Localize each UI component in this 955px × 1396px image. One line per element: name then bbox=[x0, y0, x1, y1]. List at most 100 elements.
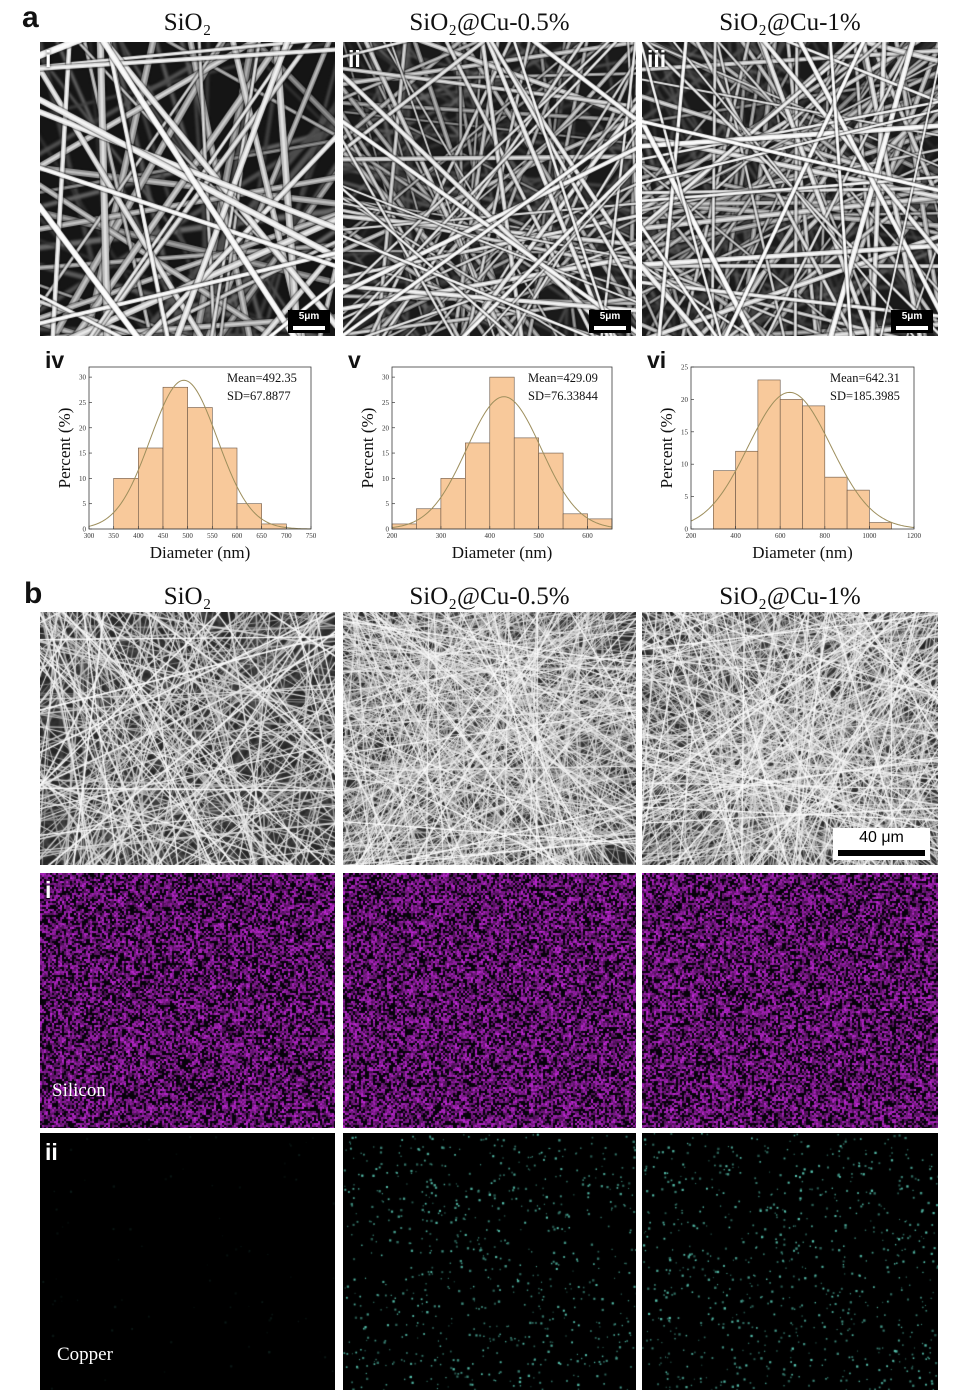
sem-image-sio2: i 5μm bbox=[40, 42, 335, 336]
histogram-bar bbox=[138, 447, 164, 530]
silicon-map-sio2-cu-0-5 bbox=[343, 873, 636, 1128]
y-tick-label: 25 bbox=[79, 399, 87, 407]
y-tick-label: 5 bbox=[83, 500, 87, 508]
stat-annotation: SD=76.33844 bbox=[528, 389, 599, 403]
x-tick-label: 650 bbox=[256, 532, 267, 540]
stat-annotation: Mean=429.09 bbox=[528, 371, 598, 385]
histogram-bars bbox=[391, 376, 613, 530]
histogram-sio2: 300 350 400 450 500 550 600 650 700 750 0 5 10 15 20 25… bbox=[45, 347, 317, 562]
histogram-bar bbox=[465, 442, 491, 530]
y-tick-label: 15 bbox=[79, 450, 87, 458]
plot-frame bbox=[391, 366, 613, 530]
y-tick-label: 5 bbox=[386, 500, 390, 508]
y-tick-label: 10 bbox=[79, 475, 87, 483]
y-tick-label: 5 bbox=[685, 493, 689, 501]
y-tick-label: 30 bbox=[79, 374, 87, 382]
x-tick-label: 500 bbox=[182, 532, 193, 540]
y-tick-label: 0 bbox=[386, 526, 390, 534]
histogram-sio2-cu-1: 200 400 600 800 1000 1200 0 5 10 15 20 25 Percent (%… bbox=[647, 347, 922, 562]
x-tick-label: 400 bbox=[730, 532, 741, 540]
histogram-bar bbox=[391, 523, 417, 530]
x-tick-label: 500 bbox=[533, 532, 544, 540]
x-tick-label: 350 bbox=[108, 532, 119, 540]
histogram-panel-label: vi bbox=[647, 347, 666, 373]
y-tick-label: 20 bbox=[681, 396, 689, 404]
y-tick-label: 15 bbox=[382, 450, 390, 458]
scale-bar-line bbox=[594, 326, 626, 330]
x-tick-label: 1000 bbox=[862, 532, 877, 540]
histogram-bar bbox=[846, 489, 870, 530]
column-title-sio2-cu-0-5: SiO₂@Cu-0.5% bbox=[409, 583, 570, 610]
scale-bar: 5μm bbox=[288, 310, 330, 333]
sem-micrograph bbox=[40, 42, 335, 336]
histogram-bars bbox=[713, 379, 892, 530]
column-title-sio2-cu-0-5: SiO₂@Cu-0.5% bbox=[409, 9, 570, 36]
histogram-bar bbox=[779, 399, 803, 530]
plot-frame bbox=[690, 366, 915, 530]
x-tick-label: 200 bbox=[686, 532, 697, 540]
x-axis-label: Diameter (nm) bbox=[452, 543, 553, 562]
x-tick-label: 1200 bbox=[907, 532, 922, 540]
panel-a-label: a bbox=[22, 1, 39, 34]
scale-bar-label: 5μm bbox=[599, 311, 621, 322]
x-tick-label: 400 bbox=[485, 532, 496, 540]
y-axis-label: Percent (%) bbox=[55, 408, 74, 489]
copper-map-sio2-cu-1 bbox=[642, 1133, 938, 1390]
element-label: Copper bbox=[57, 1344, 113, 1365]
x-tick-label: 200 bbox=[387, 532, 398, 540]
column-title-sio2: SiO₂ bbox=[163, 9, 212, 36]
scale-bar: 5μm bbox=[589, 310, 631, 333]
scale-bar-label: 5μm bbox=[901, 311, 923, 322]
scale-bar-line bbox=[293, 326, 325, 330]
sem-micrograph bbox=[343, 42, 636, 336]
scale-bar-line bbox=[838, 850, 925, 856]
y-tick-label: 0 bbox=[83, 526, 87, 534]
histogram-bar bbox=[869, 522, 892, 530]
x-tick-label: 750 bbox=[306, 532, 317, 540]
x-tick-label: 300 bbox=[84, 532, 95, 540]
image-label: iii bbox=[647, 46, 667, 72]
y-tick-label: 0 bbox=[685, 526, 689, 534]
histogram-bar bbox=[187, 407, 213, 530]
x-axis-label: Diameter (nm) bbox=[752, 543, 853, 562]
stat-annotation: SD=67.8877 bbox=[227, 389, 291, 403]
eds-map bbox=[642, 1133, 938, 1390]
overview-sem-sio2 bbox=[40, 612, 335, 865]
x-tick-label: 400 bbox=[133, 532, 144, 540]
y-tick-label: 30 bbox=[382, 374, 390, 382]
histogram-bar bbox=[757, 379, 781, 530]
eds-map bbox=[40, 1133, 335, 1390]
sem-micrograph bbox=[343, 612, 636, 865]
histogram-bar bbox=[538, 452, 564, 530]
panel-b-label: b bbox=[24, 577, 43, 610]
scale-bar-label: 5μm bbox=[298, 311, 320, 322]
image-label: i bbox=[45, 46, 52, 72]
y-axis-label: Percent (%) bbox=[358, 408, 377, 489]
eds-map bbox=[642, 873, 938, 1128]
sem-image-sio2-cu-1: iii 5μm bbox=[642, 42, 938, 336]
x-tick-label: 800 bbox=[820, 532, 831, 540]
y-tick-label: 10 bbox=[382, 475, 390, 483]
histogram-bar bbox=[113, 478, 139, 530]
copper-map-sio2: ii Copper bbox=[40, 1133, 335, 1390]
column-title-sio2: SiO₂ bbox=[163, 583, 212, 610]
normal-fit-curve bbox=[391, 396, 613, 529]
y-tick-label: 25 bbox=[681, 364, 689, 372]
histogram-bar bbox=[162, 386, 188, 530]
x-tick-label: 700 bbox=[281, 532, 292, 540]
normal-fit-curve bbox=[690, 391, 915, 529]
sem-micrograph bbox=[40, 612, 335, 865]
histogram-sio2-cu-0-5: 200 300 400 500 600 0 5 10 15 20 25 30 Percent (%) Di… bbox=[348, 347, 613, 562]
sem-micrograph bbox=[642, 612, 938, 865]
y-tick-label: 15 bbox=[681, 428, 689, 436]
row-label: i bbox=[45, 877, 52, 903]
column-title-sio2-cu-1: SiO₂@Cu-1% bbox=[719, 9, 861, 36]
image-label: ii bbox=[348, 46, 361, 72]
eds-map bbox=[343, 1133, 636, 1390]
eds-map bbox=[40, 873, 335, 1128]
y-tick-label: 20 bbox=[79, 424, 87, 432]
stat-annotation: SD=185.3985 bbox=[830, 389, 900, 403]
x-tick-label: 450 bbox=[158, 532, 169, 540]
sem-micrograph bbox=[642, 42, 938, 336]
silicon-map-sio2-cu-1 bbox=[642, 873, 938, 1128]
